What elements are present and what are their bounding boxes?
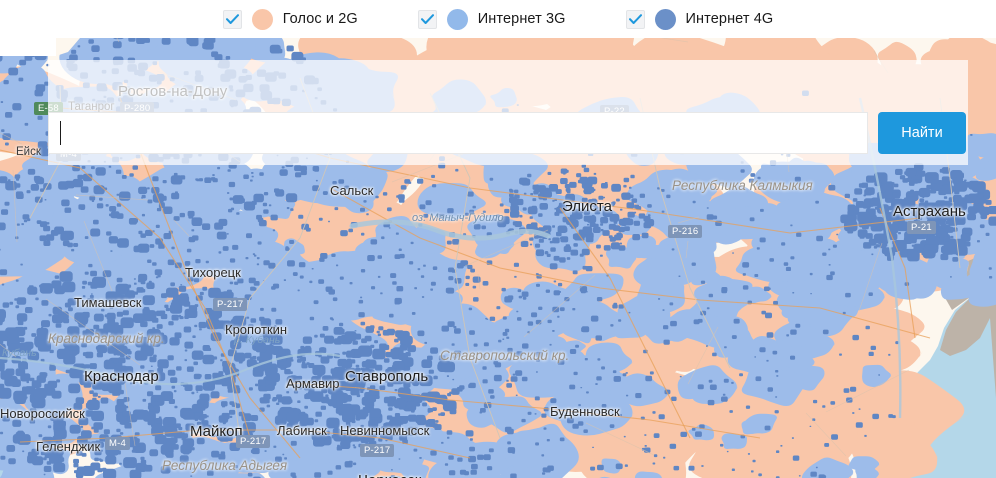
search-button[interactable]: Найти bbox=[878, 112, 966, 154]
legend-item-3[interactable]: Интернет 4G bbox=[625, 8, 774, 30]
search-bar: Найти bbox=[48, 112, 968, 154]
legend-label-1: Голос и 2G bbox=[282, 11, 358, 27]
legend-color-swatch-2 bbox=[446, 8, 468, 30]
map-top-left-gap bbox=[0, 38, 80, 56]
legend-checkbox-3[interactable] bbox=[625, 9, 645, 29]
legend-item-2[interactable]: Интернет 3G bbox=[417, 8, 566, 30]
text-caret bbox=[60, 121, 61, 145]
legend-checkbox-2[interactable] bbox=[417, 9, 437, 29]
check-icon bbox=[628, 13, 642, 24]
legend-label-2: Интернет 3G bbox=[477, 11, 566, 27]
check-icon bbox=[225, 13, 239, 24]
legend-checkbox-1[interactable] bbox=[222, 9, 242, 29]
coverage-legend: Голос и 2G Интернет 3G Интернет 4G bbox=[0, 0, 996, 38]
check-icon bbox=[420, 13, 434, 24]
legend-color-swatch-3 bbox=[654, 8, 676, 30]
legend-label-3: Интернет 4G bbox=[685, 11, 774, 27]
search-input[interactable] bbox=[48, 112, 868, 154]
legend-item-1[interactable]: Голос и 2G bbox=[222, 8, 358, 30]
legend-color-swatch-1 bbox=[251, 8, 273, 30]
